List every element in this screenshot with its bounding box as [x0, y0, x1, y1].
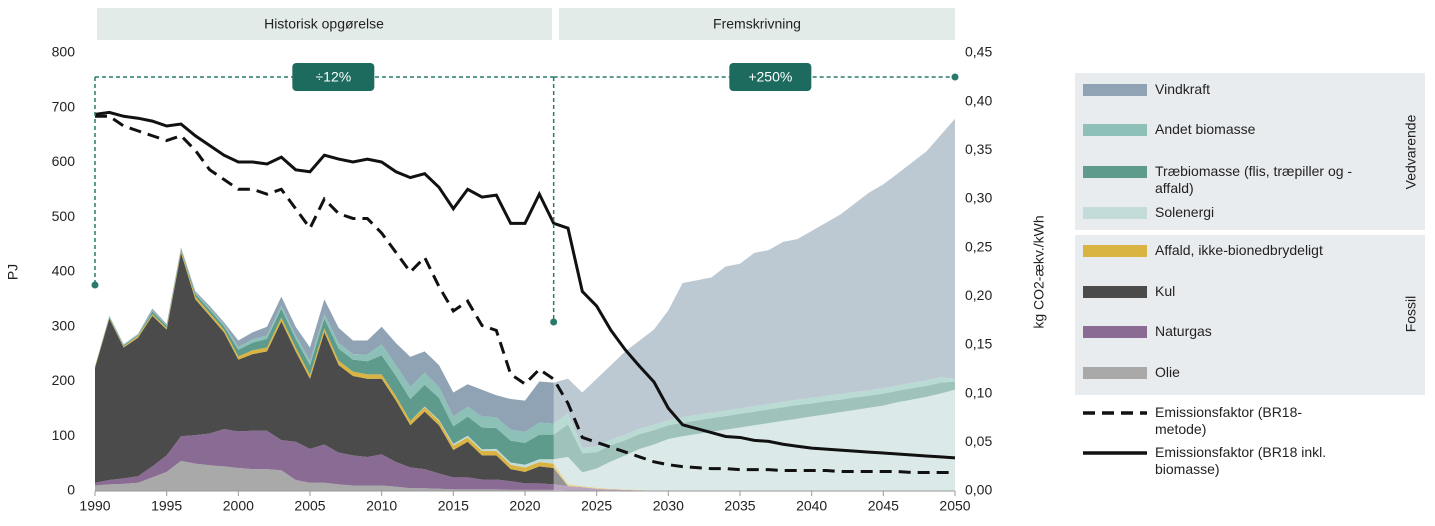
y-tick-label: 100 — [52, 427, 76, 443]
legend-label: Emissionsfaktor (BR18-metode) — [1155, 404, 1303, 437]
y-tick-label: 300 — [52, 317, 76, 333]
legend-swatch — [1083, 326, 1147, 338]
legend-label: Solenergi — [1155, 204, 1215, 220]
x-tick-label: 2020 — [509, 498, 540, 514]
legend-label: Vindkraft — [1155, 81, 1210, 97]
line — [94, 110, 956, 460]
area — [95, 429, 955, 491]
legend-swatch — [1083, 367, 1147, 379]
area — [95, 252, 955, 491]
legend-swatch — [1083, 245, 1147, 257]
legend-panel — [1075, 73, 1425, 230]
y2-tick-label: 0,15 — [965, 336, 992, 352]
y-tick-label: 0 — [67, 482, 75, 498]
area — [95, 460, 955, 491]
x-tick-label: 2010 — [366, 498, 397, 514]
legend-label: Andet biomasse — [1155, 121, 1256, 137]
legend-label: Træbiomasse (flis, træpiller og -affald) — [1155, 163, 1353, 196]
annotation-label: +250% — [748, 69, 792, 85]
legend-swatch — [1083, 286, 1147, 298]
legend-group-label: Fossil — [1403, 296, 1419, 333]
x-tick-label: 2050 — [939, 498, 970, 514]
annotation-label: ÷12% — [315, 69, 351, 85]
legend-swatch — [1083, 207, 1147, 219]
legend-label: Emissionsfaktor (BR18 inkl. biomasse) — [1155, 444, 1327, 477]
y2-tick-label: 0,35 — [965, 141, 992, 157]
x-tick-label: 1990 — [79, 498, 110, 514]
y-tick-label: 700 — [52, 98, 76, 114]
legend-label: Naturgas — [1155, 323, 1212, 339]
x-tick-label: 2030 — [653, 498, 684, 514]
y2-tick-label: 0,40 — [965, 92, 992, 108]
annotation-box — [729, 63, 812, 91]
y2-tick-label: 0,30 — [965, 190, 992, 206]
projection-wash — [553, 53, 955, 491]
x-tick-label: 2035 — [724, 498, 755, 514]
legend-group-label: Vedvarende — [1403, 114, 1419, 189]
section-label: Historisk opgørelse — [264, 16, 384, 32]
annotation-box — [292, 63, 375, 91]
legend-label: Affald, ikke-bionedbrydeligt — [1155, 242, 1323, 258]
x-tick-label: 1995 — [151, 498, 182, 514]
y2-tick-label: 0,25 — [965, 238, 992, 254]
y2-axis-title: kg CO2-ækv./kWh — [1031, 215, 1047, 328]
area — [95, 249, 955, 473]
y-tick-label: 200 — [52, 372, 76, 388]
legend-swatch — [1083, 124, 1147, 136]
y-tick-label: 400 — [52, 263, 76, 279]
legend-swatch — [1083, 84, 1147, 96]
legend-swatch — [1083, 166, 1147, 178]
y-axis-title: PJ — [5, 264, 21, 280]
x-tick-label: 2015 — [438, 498, 469, 514]
area — [95, 250, 955, 491]
legend-label: Olie — [1155, 364, 1180, 380]
legend-label: Kul — [1155, 283, 1176, 299]
x-tick-label: 2040 — [796, 498, 827, 514]
section-label: Fremskrivning — [713, 16, 801, 32]
x-tick-label: 2045 — [868, 498, 899, 514]
x-tick-label: 2005 — [294, 498, 325, 514]
y2-tick-label: 0,45 — [965, 44, 992, 60]
line — [95, 114, 955, 475]
y2-tick-label: 0,05 — [965, 433, 992, 449]
section-box — [559, 8, 955, 40]
annotation-dot — [91, 281, 99, 289]
x-tick-label: 2000 — [223, 498, 254, 514]
area — [95, 118, 955, 448]
y2-tick-label: 0,10 — [965, 384, 992, 400]
y-tick-label: 500 — [52, 208, 76, 224]
annotation-dot — [951, 73, 959, 81]
y-tick-label: 600 — [52, 153, 76, 169]
y-tick-label: 800 — [52, 44, 76, 60]
y2-tick-label: 0,00 — [965, 482, 992, 498]
x-tick-label: 2025 — [581, 498, 612, 514]
y2-tick-label: 0,20 — [965, 287, 992, 303]
section-box — [97, 8, 552, 40]
annotation-dot — [550, 318, 558, 326]
